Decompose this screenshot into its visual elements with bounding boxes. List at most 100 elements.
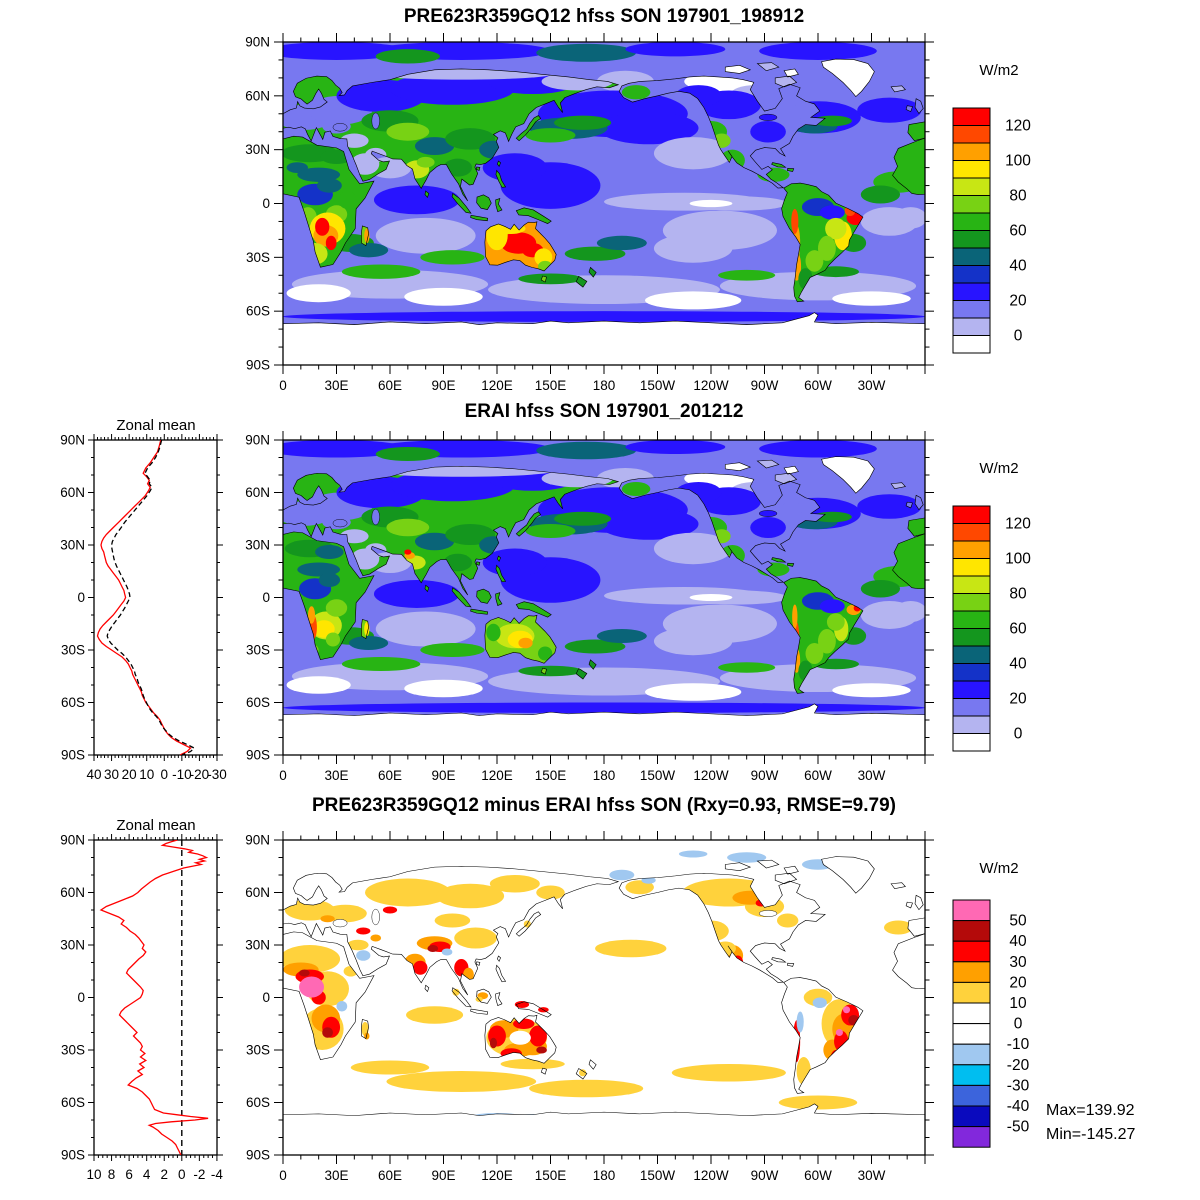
tick-label: 120W <box>693 1168 729 1183</box>
tick-label: 180 <box>593 768 616 783</box>
map-model <box>283 42 925 365</box>
tick-label: 2 <box>160 1167 168 1182</box>
tick-label: 30W <box>858 378 886 393</box>
tick-label: 90S <box>61 1148 85 1163</box>
tick-label: 30S <box>246 1043 270 1058</box>
tick-label: 180 <box>593 378 616 393</box>
tick-label: 30N <box>60 938 85 953</box>
tick-label: 120 <box>1005 118 1031 135</box>
tick-label: 90E <box>431 378 455 393</box>
zonal-series-diff <box>99 840 209 1155</box>
tick-label: 40 <box>1009 656 1027 673</box>
tick-label: 90S <box>246 748 270 763</box>
tick-label: 10 <box>1009 995 1027 1012</box>
tick-label: 90N <box>60 833 85 848</box>
tick-label: 90N <box>60 433 85 448</box>
panel2-title: ERAI hfss SON 197901_201212 <box>464 401 744 422</box>
tick-label: 120W <box>693 768 729 783</box>
tick-label: 60S <box>61 1095 85 1110</box>
tick-label: 0 <box>178 1167 186 1182</box>
tick-label: 20 <box>1009 293 1027 310</box>
tick-label: 120E <box>481 1168 513 1183</box>
zonal-mean-title-diff: Zonal mean <box>116 817 196 834</box>
tick-label: 60W <box>804 768 832 783</box>
tick-label: 0 <box>262 196 270 211</box>
tick-label: 150W <box>640 378 676 393</box>
colorbar-erai: 120 100 80 60 40 20 0 <box>952 505 1031 752</box>
tick-label: 150E <box>535 768 567 783</box>
map-axes-diff: 0 30E 60E 90E 120E 150E 180 150W 120W 90W 60W 30W 90… <box>245 831 934 1183</box>
tick-label: 30S <box>61 1043 85 1058</box>
tick-label: 150E <box>535 1168 567 1183</box>
tick-label: -4 <box>211 1167 223 1182</box>
tick-label: 30 <box>104 767 119 782</box>
tick-label: 60N <box>60 885 85 900</box>
tick-label: 30E <box>324 378 348 393</box>
tick-label: 60S <box>246 695 270 710</box>
tick-label: 30E <box>324 1168 348 1183</box>
tick-label: 60S <box>61 695 85 710</box>
colorbar-diff: 50 40 30 20 10 0 -10 -20 -30 -40 -50 <box>952 899 1030 1148</box>
tick-label: 30S <box>246 643 270 658</box>
tick-label: 0 <box>77 990 85 1005</box>
tick-label: 0 <box>1014 1016 1023 1033</box>
tick-label: 90W <box>751 768 779 783</box>
tick-label: 90N <box>245 35 270 50</box>
tick-label: -50 <box>1007 1119 1030 1136</box>
zonal-series-erai <box>96 440 192 755</box>
tick-label: 40 <box>1009 933 1027 950</box>
tick-label: -40 <box>1007 1098 1030 1115</box>
tick-label: 30E <box>324 768 348 783</box>
tick-label: 60N <box>60 485 85 500</box>
tick-label: 120W <box>693 378 729 393</box>
tick-label: 30N <box>60 538 85 553</box>
land-eurasia <box>283 866 619 996</box>
tick-label: 60 <box>1009 223 1027 240</box>
tick-label: 90W <box>751 1168 779 1183</box>
tick-label: 0 <box>279 1168 287 1183</box>
tick-label: 0 <box>1014 328 1023 345</box>
tick-label: -30 <box>1007 1077 1030 1094</box>
map-axes-erai: 0 30E 60E 90E 120E 150E 180 150W 120W 90W 60W 30W 90… <box>245 431 934 783</box>
tick-label: 60E <box>378 768 402 783</box>
tick-label: 30S <box>246 250 270 265</box>
tick-label: 30W <box>858 768 886 783</box>
tick-label: 0 <box>1014 726 1023 743</box>
tick-label: 100 <box>1005 153 1031 170</box>
zonal-mean-title-erai: Zonal mean <box>116 417 196 434</box>
land-australia <box>484 221 557 271</box>
tick-label: -10 <box>1007 1036 1030 1053</box>
tick-label: 150W <box>640 768 676 783</box>
tick-label: 120 <box>1005 516 1031 533</box>
tick-label: 60S <box>246 304 270 319</box>
stat-max: Max=139.92 <box>1046 1102 1135 1119</box>
tick-label: 10 <box>139 767 154 782</box>
tick-label: 60 <box>1009 621 1027 638</box>
tick-label: 0 <box>262 990 270 1005</box>
tick-label: 60S <box>246 1095 270 1110</box>
tick-label: 40 <box>1009 258 1027 275</box>
tick-label: 0 <box>161 767 169 782</box>
tick-label: 180 <box>593 1168 616 1183</box>
tick-label: 120E <box>481 378 513 393</box>
tick-label: 10 <box>86 1167 101 1182</box>
tick-label: 120E <box>481 768 513 783</box>
tick-label: 90E <box>431 1168 455 1183</box>
tick-label: 150E <box>535 378 567 393</box>
tick-label: -2 <box>193 1167 205 1182</box>
tick-label: 20 <box>122 767 137 782</box>
land-sa <box>781 183 863 302</box>
colorbar-model: 120 100 80 60 40 20 0 <box>952 107 1031 354</box>
tick-label: 0 <box>279 378 287 393</box>
panel1-title: PRE623R359GQ12 hfss SON 197901_198912 <box>403 6 805 27</box>
tick-label: 30S <box>61 643 85 658</box>
tick-label: 150W <box>640 1168 676 1183</box>
tick-label: 90W <box>751 378 779 393</box>
tick-label: 4 <box>143 1167 151 1182</box>
tick-label: 20 <box>1009 691 1027 708</box>
tick-label: 90E <box>431 768 455 783</box>
map-axes-model: 0 30E 60E 90E 120E 150E 180 150W 120W 90W 60W 30W 90… <box>245 33 934 393</box>
colorbar2-unit-label: W/m2 <box>979 460 1019 477</box>
